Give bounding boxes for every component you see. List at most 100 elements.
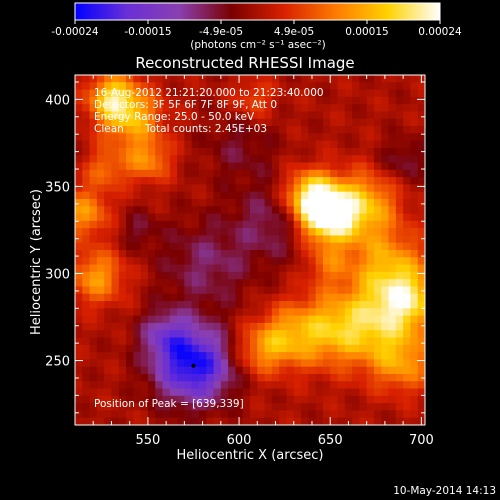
heatmap-cell <box>75 111 83 120</box>
heatmap-cell <box>388 417 397 426</box>
heatmap-cell <box>104 198 112 207</box>
heatmap-cell <box>111 169 120 178</box>
heatmap-cell <box>169 373 178 382</box>
heatmap-cell <box>417 344 426 353</box>
heatmap-cell <box>308 206 317 214</box>
heatmap-cell <box>337 308 346 317</box>
heatmap-cell <box>403 250 411 258</box>
heatmap-cell <box>337 118 346 127</box>
heatmap-cell <box>301 111 309 120</box>
heatmap-cell <box>89 257 98 265</box>
heatmap-cell <box>82 75 90 83</box>
heatmap-cell <box>250 191 258 200</box>
heatmap-cell <box>308 403 317 411</box>
heatmap-cell <box>206 410 214 419</box>
heatmap-cell <box>417 301 426 309</box>
heatmap-cell <box>206 417 214 426</box>
heatmap-cell <box>271 235 280 244</box>
heatmap-cell <box>89 403 98 411</box>
heatmap-cell <box>191 177 200 185</box>
heatmap-cell <box>337 257 346 265</box>
heatmap-cell <box>322 410 331 419</box>
heatmap-cell <box>264 388 273 397</box>
heatmap-cell <box>381 410 389 419</box>
heatmap-cell <box>140 126 149 134</box>
heatmap-cell <box>177 286 185 295</box>
heatmap-cell <box>250 286 258 295</box>
heatmap-cell <box>111 242 120 251</box>
heatmap-cell <box>395 75 404 83</box>
heatmap-cell <box>410 366 419 375</box>
heatmap-cell <box>366 403 375 411</box>
heatmap-cell <box>75 213 83 222</box>
heatmap-cell <box>271 133 280 142</box>
heatmap-cell <box>198 206 207 214</box>
heatmap-cell <box>162 242 171 251</box>
heatmap-cell <box>213 75 222 83</box>
heatmap-cell <box>388 403 397 411</box>
heatmap-cell <box>184 293 193 302</box>
heatmap-cell <box>140 147 149 156</box>
heatmap-cell <box>250 155 258 163</box>
heatmap-cell <box>96 198 105 207</box>
heatmap-cell <box>366 271 375 280</box>
heatmap-cell <box>373 344 382 353</box>
heatmap-cell <box>228 126 236 134</box>
heatmap-cell <box>220 177 229 185</box>
heatmap-cell <box>118 359 127 368</box>
heatmap-cell <box>198 235 207 244</box>
heatmap-cell <box>395 359 404 368</box>
heatmap-cell <box>337 403 346 411</box>
heatmap-cell <box>271 169 280 178</box>
heatmap-cell <box>395 198 404 207</box>
heatmap-cell <box>322 89 331 98</box>
heatmap-cell <box>220 155 229 163</box>
heatmap-cell <box>366 410 375 419</box>
heatmap-cell <box>155 279 163 287</box>
heatmap-cell <box>133 191 142 200</box>
heatmap-cell <box>133 286 142 295</box>
heatmap-cell <box>191 395 200 404</box>
heatmap-cell <box>126 257 134 265</box>
heatmap-cell <box>82 388 90 397</box>
heatmap-cell <box>410 206 419 214</box>
heatmap-cell <box>198 89 207 98</box>
heatmap-cell <box>191 228 200 236</box>
heatmap-cell <box>111 213 120 222</box>
heatmap-cell <box>111 373 120 382</box>
heatmap-cell <box>388 344 397 353</box>
heatmap-cell <box>417 96 426 105</box>
heatmap-cell <box>104 381 112 389</box>
heatmap-cell <box>191 162 200 171</box>
heatmap-cell <box>279 177 287 185</box>
heatmap-cell <box>373 191 382 200</box>
heatmap-cell <box>198 242 207 251</box>
heatmap-cell <box>315 410 324 419</box>
heatmap-cell <box>228 104 236 112</box>
heatmap-cell <box>315 111 324 120</box>
heatmap-cell <box>322 177 331 185</box>
y-tick-label: 400 <box>45 93 70 108</box>
heatmap-cell <box>111 104 120 112</box>
heatmap-cell <box>388 213 397 222</box>
heatmap-cell <box>75 126 83 134</box>
heatmap-cell <box>264 242 273 251</box>
heatmap-cell <box>126 279 134 287</box>
heatmap-cell <box>126 264 134 273</box>
heatmap-cell <box>162 308 171 317</box>
heatmap-cell <box>213 388 222 397</box>
heatmap-cell <box>381 220 389 229</box>
heatmap-cell <box>191 381 200 389</box>
heatmap-cell <box>337 410 346 419</box>
heatmap-cell <box>184 147 193 156</box>
heatmap-cell <box>177 133 185 142</box>
heatmap-cell <box>352 330 360 338</box>
heatmap-cell <box>155 220 163 229</box>
heatmap-cell <box>257 403 265 411</box>
heatmap-cell <box>293 264 302 273</box>
heatmap-cell <box>213 403 222 411</box>
heatmap-cell <box>352 242 360 251</box>
heatmap-cell <box>118 75 127 83</box>
heatmap-cell <box>373 366 382 375</box>
heatmap-cell <box>82 213 90 222</box>
